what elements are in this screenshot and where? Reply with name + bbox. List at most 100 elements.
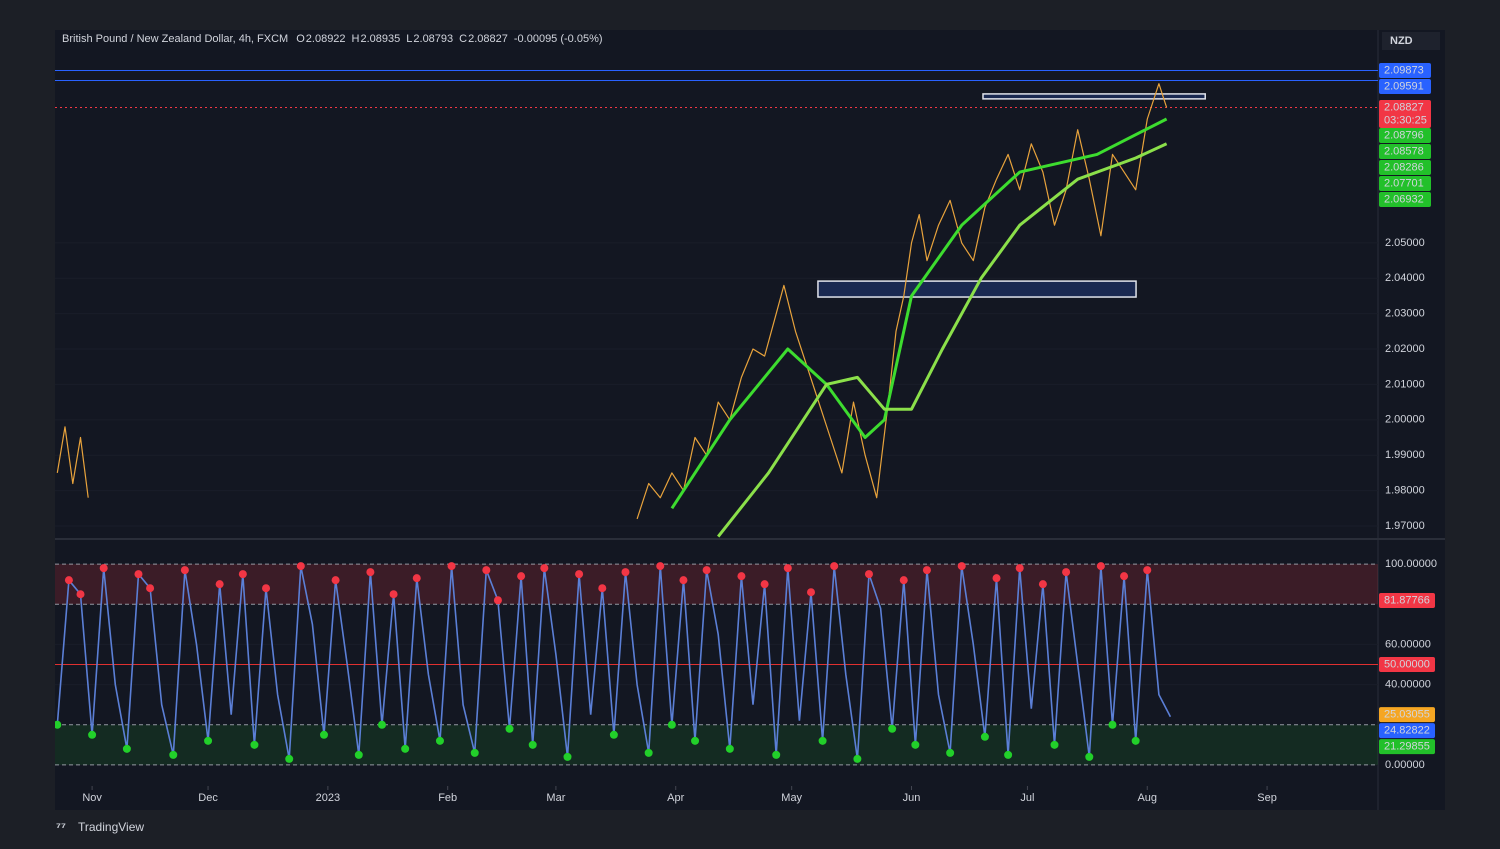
signal-dot xyxy=(493,596,502,605)
signal-dot xyxy=(702,566,711,575)
signal-dot xyxy=(783,564,792,573)
signal-dot xyxy=(401,744,410,753)
signal-dot xyxy=(447,562,456,571)
signal-dot xyxy=(888,724,897,733)
moving-average xyxy=(670,117,1168,510)
signal-dot xyxy=(830,562,839,571)
price-tag-label: 2.06932 xyxy=(1384,193,1424,205)
x-tick-label: Sep xyxy=(1257,792,1277,804)
currency-box[interactable] xyxy=(1382,32,1440,50)
signal-dot xyxy=(992,574,1001,583)
signal-dot xyxy=(250,740,259,749)
x-tick-label: Jun xyxy=(903,792,921,804)
y-tick-label: 2.03000 xyxy=(1385,308,1425,320)
signal-dot xyxy=(517,572,526,581)
signal-dot xyxy=(621,568,630,577)
value-tag xyxy=(1379,657,1435,673)
y-tick-label: 1.97000 xyxy=(1385,520,1425,532)
signal-dot xyxy=(818,736,827,745)
logo[interactable]: ⁷⁷ xyxy=(56,820,66,834)
signal-dot xyxy=(215,580,224,589)
overbought-zone xyxy=(55,564,1378,605)
countdown: 03:30:25 xyxy=(1384,114,1427,126)
y-tick-label: 1.99000 xyxy=(1385,449,1425,461)
pane xyxy=(55,69,1378,538)
x-tick-label: Aug xyxy=(1137,792,1157,804)
signal-dot xyxy=(88,730,97,739)
signal-dot xyxy=(598,584,607,593)
signal-dot xyxy=(679,576,688,585)
signal-dot xyxy=(1108,720,1117,729)
y-tick-label: 2.05000 xyxy=(1385,237,1425,249)
signal-dot xyxy=(146,584,155,593)
signal-dot xyxy=(354,750,363,759)
signal-dot xyxy=(807,588,815,597)
signal-dot xyxy=(946,748,955,757)
signal-dot xyxy=(575,570,584,579)
branding[interactable]: TradingView xyxy=(78,820,144,834)
ohlc-key: C xyxy=(459,33,467,45)
signal-dot xyxy=(1050,740,1059,749)
signal-dot xyxy=(772,750,781,759)
signal-dot xyxy=(1120,572,1129,581)
x-tick-label: Feb xyxy=(438,792,457,804)
y-tick-label: 2.02000 xyxy=(1385,343,1425,355)
signal-dot xyxy=(435,736,444,745)
price-tag xyxy=(1379,127,1431,143)
x-tick-label: May xyxy=(781,792,802,804)
value-tag xyxy=(1379,592,1435,608)
signal-dot xyxy=(169,750,178,759)
signal-dot xyxy=(853,754,862,763)
signal-dot xyxy=(1096,562,1105,571)
ohlc-key: H xyxy=(352,33,360,45)
ohlc-value: 2.08793 xyxy=(413,33,453,45)
value-tag-label: 21.29855 xyxy=(1384,741,1430,753)
signal-dot xyxy=(737,572,746,581)
signal-dot xyxy=(389,590,398,599)
value-tag xyxy=(1379,739,1435,755)
y-tick-label: 2.00000 xyxy=(1385,414,1425,426)
signal-dot xyxy=(180,566,189,575)
y-tick-label: 40.00000 xyxy=(1385,678,1431,690)
signal-dot xyxy=(760,580,769,589)
price-tag-label: 2.08796 xyxy=(1384,129,1424,141)
signal-dot xyxy=(482,566,491,575)
signal-dot xyxy=(528,740,537,749)
x-tick-label: Dec xyxy=(198,792,218,804)
currency[interactable]: NZD xyxy=(1390,35,1413,47)
signal-dot xyxy=(331,576,340,585)
signal-dot xyxy=(55,720,62,729)
y-tick-label: 2.01000 xyxy=(1385,378,1425,390)
value-tag-label: 50.00000 xyxy=(1384,658,1430,670)
signal-dot xyxy=(366,568,375,577)
y-tick-label: 60.00000 xyxy=(1385,638,1431,650)
zone xyxy=(982,93,1206,100)
symbol: British Pound / New Zealand Dollar, 4h, … xyxy=(62,33,288,45)
price-tag xyxy=(1379,191,1431,207)
signal-dot xyxy=(957,562,966,571)
signal-dot xyxy=(1015,564,1024,573)
price-tag xyxy=(1379,99,1431,128)
signal-dot xyxy=(122,744,131,753)
signal-dot xyxy=(64,576,73,585)
signal-dot xyxy=(691,736,700,745)
signal-dot xyxy=(285,754,294,763)
price-tag-label: 2.08286 xyxy=(1384,161,1424,173)
signal-dot xyxy=(505,724,514,733)
signal-dot xyxy=(1062,568,1071,577)
signal-dot xyxy=(911,740,920,749)
signal-dot xyxy=(296,562,305,571)
signal-dot xyxy=(134,570,143,579)
signal-dot xyxy=(320,730,329,739)
pane xyxy=(55,562,1378,766)
price-tag xyxy=(1379,78,1431,94)
oversold-zone xyxy=(55,724,1378,765)
x-tick-label: Mar xyxy=(546,792,565,804)
price-tag xyxy=(1379,175,1431,191)
y-tick-label: 1.98000 xyxy=(1385,484,1425,496)
value-tag xyxy=(1379,707,1435,723)
price-tag xyxy=(1379,159,1431,175)
signal-dot xyxy=(76,590,85,599)
price-tag-label: 2.07701 xyxy=(1384,177,1424,189)
